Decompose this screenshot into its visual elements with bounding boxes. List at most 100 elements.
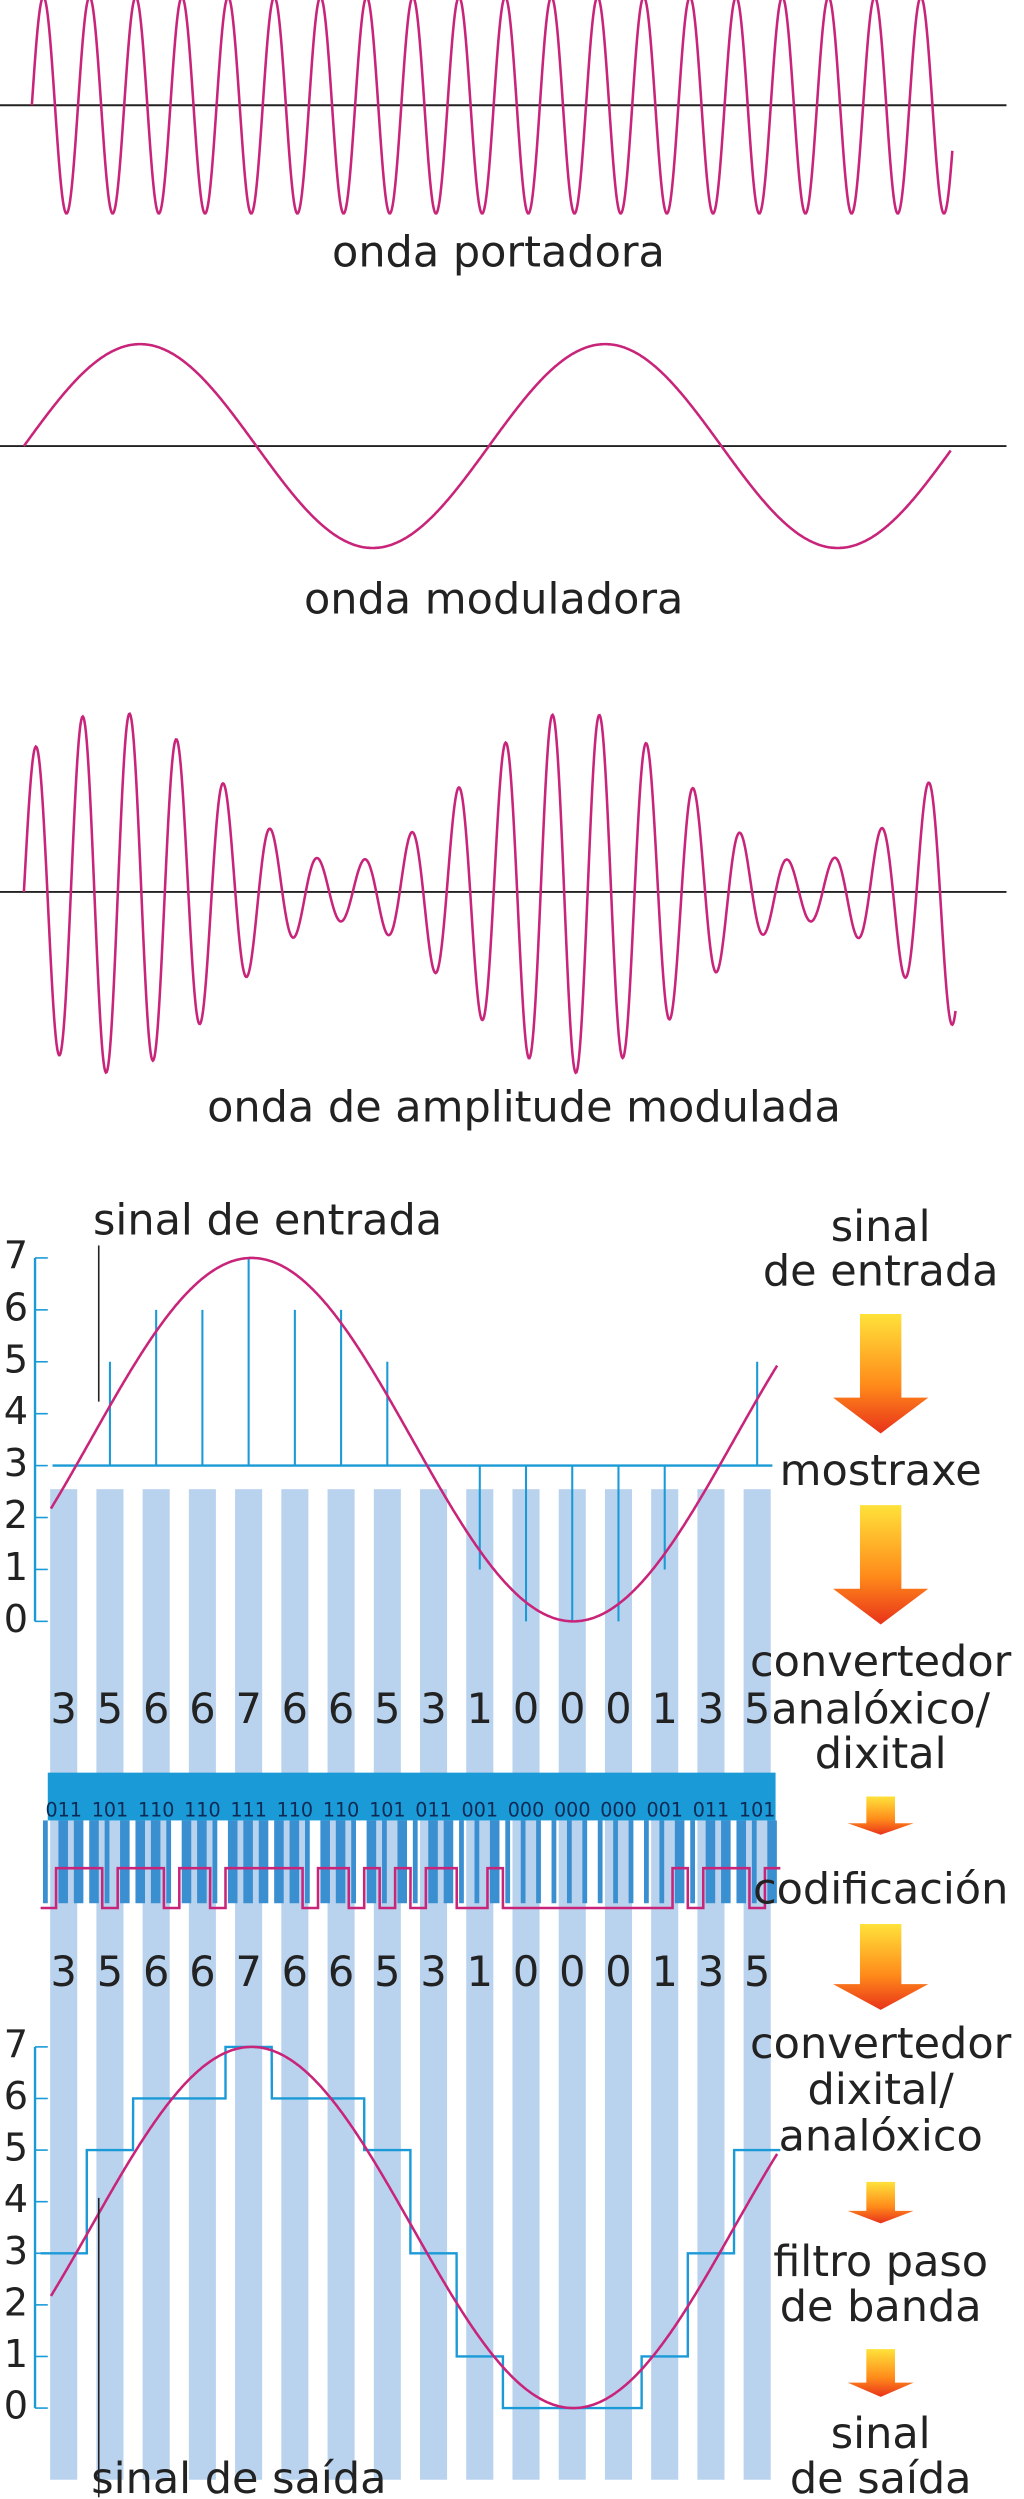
staircase: [40, 2045, 781, 2410]
bit-stripe: [351, 1820, 356, 1904]
sample-column: [604, 1489, 633, 2480]
code: 110: [138, 1798, 174, 1821]
bit-stripe: [243, 1820, 253, 1904]
code: 000: [508, 1798, 544, 1821]
sample-value: 0: [559, 1685, 585, 1733]
y-tick-label: 5: [4, 2127, 28, 2171]
y-tick-label: 5: [4, 1338, 28, 1382]
bit-stripe: [736, 1820, 747, 1904]
y-tick-label: 1: [4, 1546, 28, 1590]
sample-value: 3: [420, 1948, 446, 1996]
step-label: de saída: [790, 2454, 972, 2499]
code: 111: [230, 1798, 266, 1821]
step-label: convertedor: [750, 1637, 1012, 1687]
y-tick-label: 3: [4, 1442, 28, 1486]
bit-stripe: [613, 1820, 618, 1904]
bit-stripe: [428, 1820, 438, 1904]
sample-column: [188, 1489, 216, 2480]
bit-stripe: [705, 1820, 716, 1904]
y-tick-label: 0: [4, 2385, 28, 2429]
sample-column: [651, 1489, 679, 2480]
sample-value: 3: [51, 1685, 77, 1733]
bit-stripe: [597, 1820, 603, 1904]
bit-stripe: [274, 1820, 284, 1904]
code: 101: [369, 1798, 405, 1821]
code: 000: [554, 1798, 590, 1821]
y-tick-label: 7: [4, 1234, 28, 1278]
code: 011: [693, 1798, 729, 1821]
am-wave: [22, 712, 957, 1075]
code: 110: [323, 1798, 359, 1821]
sample-value: 0: [605, 1685, 631, 1733]
sample-value: 0: [513, 1948, 539, 1996]
bit-stripe: [320, 1820, 330, 1904]
sample-value: 6: [189, 1685, 215, 1733]
arrow: [833, 1505, 929, 1625]
sample-column: [327, 1489, 355, 2480]
step-label: de entrada: [763, 1247, 999, 1297]
carrier-wave: [30, 0, 954, 215]
code: 110: [184, 1798, 220, 1821]
step-label: analóxico: [779, 2111, 983, 2161]
sample-value: 3: [51, 1948, 77, 1996]
sample-column: [743, 1489, 771, 2480]
code: 011: [45, 1798, 81, 1821]
bit-stripe: [150, 1820, 161, 1904]
bit-stripe: [628, 1820, 634, 1904]
label: sinal de saída: [91, 2454, 386, 2499]
label: sinal de entrada: [93, 1196, 442, 1246]
sample-value: 6: [328, 1685, 354, 1733]
bit-stripe: [459, 1820, 464, 1904]
sample-value: 6: [143, 1948, 169, 1996]
sample-value: 6: [282, 1685, 308, 1733]
sample-value: 5: [97, 1685, 123, 1733]
sample-column: [235, 1489, 263, 2480]
code: 000: [600, 1798, 636, 1821]
bit-stripe: [674, 1820, 685, 1904]
step-label: mostraxe: [780, 1446, 982, 1496]
bit-stripe: [644, 1820, 649, 1904]
bit-stripe: [104, 1820, 110, 1904]
bit-stripe: [751, 1820, 757, 1904]
arrow: [833, 1923, 929, 2010]
wave-label: onda portadora: [332, 227, 665, 277]
modulating-wave: [22, 342, 952, 550]
sample-value: 0: [605, 1948, 631, 1996]
step-label: sinal: [831, 2409, 931, 2459]
y-tick-label: 4: [4, 2178, 28, 2222]
sample-column: [420, 1489, 448, 2480]
sample-value: 6: [189, 1948, 215, 1996]
code: 110: [277, 1798, 313, 1821]
code: 001: [462, 1798, 498, 1821]
y-tick-label: 4: [4, 1390, 28, 1434]
wave-label: onda moduladora: [304, 575, 683, 625]
code: 101: [739, 1798, 775, 1821]
sample-value: 1: [467, 1948, 493, 1996]
sample-value: 3: [698, 1948, 724, 1996]
sample-column: [142, 1489, 170, 2480]
sample-value: 5: [744, 1948, 770, 1996]
bit-stripe: [721, 1820, 731, 1904]
sample-column: [50, 1489, 78, 2480]
bit-stripe: [335, 1820, 346, 1904]
code: 101: [92, 1798, 128, 1821]
bit-stripe: [289, 1820, 300, 1904]
bit-stripe: [505, 1820, 511, 1904]
arrow: [847, 2349, 914, 2397]
sample-column: [466, 1489, 494, 2480]
step-label: de banda: [780, 2282, 982, 2332]
sample-value: 1: [652, 1948, 678, 1996]
y-tick-label: 2: [4, 1494, 28, 1538]
y-tick-label: 3: [4, 2230, 28, 2274]
y-tick-label: 6: [4, 2075, 28, 2119]
bit-stripe: [304, 1820, 310, 1904]
bit-stripe: [443, 1820, 454, 1904]
bit-stripe: [397, 1820, 408, 1904]
y-tick-label: 7: [4, 2023, 28, 2067]
y-tick-label: 6: [4, 1286, 28, 1330]
wave-label: onda de amplitude modulada: [207, 1083, 841, 1133]
bit-stripe: [520, 1820, 526, 1904]
sample-column: [373, 1489, 401, 2480]
y-tick-label: 1: [4, 2333, 28, 2377]
